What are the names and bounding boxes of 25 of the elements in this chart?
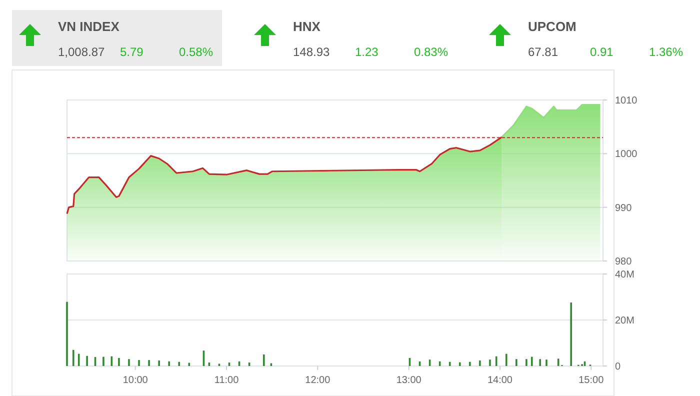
y-tick-label: 20M — [615, 316, 634, 326]
text: VN INDEX — [58, 19, 120, 34]
x-tick-label: 13:00 — [396, 375, 422, 386]
y-tick-label: 1000 — [615, 149, 638, 160]
x-tick-label: 11:00 — [214, 375, 240, 386]
text: 1,008.87 — [58, 45, 106, 59]
y-tick-label: 1010 — [615, 96, 638, 106]
y-tick-label: 40M — [615, 270, 634, 280]
x-tick-label: 10:00 — [122, 375, 148, 386]
text: 0.58% — [178, 45, 214, 59]
text: 0.83% — [414, 45, 448, 59]
text: 148.93 — [293, 45, 330, 59]
text: 67.81 — [528, 45, 558, 59]
x-tick-label: 12:00 — [305, 375, 331, 386]
text: HNX — [293, 19, 321, 34]
text: 1.23 — [355, 45, 379, 59]
y-tick-label: 990 — [615, 202, 632, 214]
text: UPCOM — [528, 19, 576, 34]
x-tick-label: 14:00 — [487, 375, 513, 386]
text: 0.91 — [590, 45, 614, 59]
x-tick-label: 15:00 — [578, 375, 604, 386]
text: 1.36% — [648, 45, 684, 59]
y-tick-label: 980 — [615, 256, 632, 268]
y-tick-label: 0 — [615, 362, 621, 372]
text: 5.79 — [120, 45, 144, 59]
